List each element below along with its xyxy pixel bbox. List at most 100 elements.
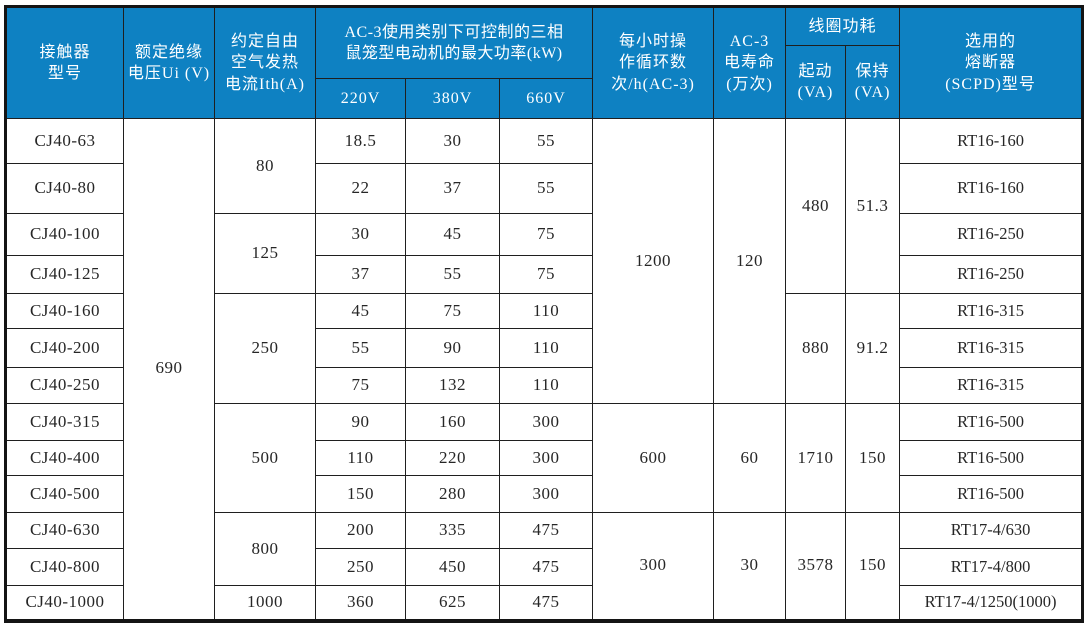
cell-thermal-current: 250 — [214, 293, 316, 404]
cell-model: CJ40-1000 — [5, 585, 124, 621]
cell-power-380: 75 — [405, 293, 500, 329]
cell-thermal-current: 125 — [214, 213, 316, 294]
cell-power-660: 475 — [498, 585, 594, 621]
cell-thermal-current: 80 — [214, 118, 316, 214]
cell-power-220: 55 — [315, 328, 406, 368]
cell-power-660: 110 — [498, 367, 594, 404]
cell-model: CJ40-630 — [5, 512, 124, 549]
cell-power-220: 110 — [315, 440, 406, 476]
table-header: 接触器 型号 额定绝缘 电压Ui (V) 约定自由 空气发热 电流Ith(A) … — [5, 6, 1084, 119]
cell-power-660: 300 — [498, 403, 594, 441]
header-rated-voltage: 额定绝缘 电压Ui (V) — [123, 6, 215, 119]
table-row: CJ40-200 55 90 110 RT16-315 — [5, 328, 1084, 368]
cell-coil-start: 480 — [785, 118, 847, 294]
cell-fuse: RT16-500 — [899, 475, 1084, 513]
cell-model: CJ40-100 — [5, 213, 124, 256]
cell-fuse: RT16-500 — [899, 403, 1084, 441]
header-row-3: 220V 380V 660V — [6, 78, 1083, 119]
cell-coil-hold: 91.2 — [845, 293, 901, 404]
cell-model: CJ40-63 — [5, 118, 124, 164]
cell-life: 30 — [713, 512, 787, 621]
cell-power-220: 22 — [315, 163, 406, 214]
cell-power-380: 132 — [405, 367, 500, 404]
header-row-2: 起动 (VA) 保持 (VA) — [6, 45, 1083, 119]
cell-power-380: 450 — [405, 548, 500, 586]
cell-thermal-current: 1000 — [214, 585, 316, 621]
header-220v: 220V — [315, 78, 406, 119]
cell-model: CJ40-200 — [5, 328, 124, 368]
cell-life: 60 — [713, 403, 787, 513]
cell-power-380: 30 — [405, 118, 500, 164]
cell-model: CJ40-80 — [5, 163, 124, 214]
cell-cycles: 1200 — [592, 118, 715, 404]
cell-fuse: RT17-4/1250(1000) — [899, 585, 1084, 621]
cell-power-220: 45 — [315, 293, 406, 329]
cell-fuse: RT16-250 — [899, 255, 1084, 294]
cell-power-660: 475 — [498, 512, 594, 549]
cell-cycles: 300 — [592, 512, 715, 621]
cell-fuse: RT16-160 — [899, 163, 1084, 214]
cell-coil-hold: 51.3 — [845, 118, 901, 294]
cell-power-380: 335 — [405, 512, 500, 549]
cell-power-220: 90 — [315, 403, 406, 441]
cell-thermal-current: 500 — [214, 403, 316, 513]
cell-power-660: 475 — [498, 548, 594, 586]
cell-fuse: RT16-250 — [899, 213, 1084, 256]
header-electrical-life: AC-3 电寿命 (万次) — [713, 6, 787, 119]
cell-power-220: 360 — [315, 585, 406, 621]
cell-power-220: 37 — [315, 255, 406, 294]
cell-fuse: RT16-160 — [899, 118, 1084, 164]
cell-power-380: 45 — [405, 213, 500, 256]
cell-model: CJ40-315 — [5, 403, 124, 441]
cell-power-660: 55 — [498, 118, 594, 164]
cell-power-220: 250 — [315, 548, 406, 586]
cell-power-660: 110 — [498, 293, 594, 329]
cell-power-660: 55 — [498, 163, 594, 214]
cell-fuse: RT16-315 — [899, 293, 1084, 329]
cell-model: CJ40-125 — [5, 255, 124, 294]
table-row: CJ40-1000 1000 360 625 475 RT17-4/1250(1… — [5, 585, 1084, 621]
cell-fuse: RT17-4/800 — [899, 548, 1084, 586]
cell-power-660: 110 — [498, 328, 594, 368]
table-row: CJ40-125 37 55 75 RT16-250 — [5, 255, 1084, 294]
cell-model: CJ40-250 — [5, 367, 124, 404]
cell-coil-hold: 150 — [845, 403, 901, 513]
cell-power-660: 75 — [498, 255, 594, 294]
cell-fuse: RT16-315 — [899, 328, 1084, 368]
cell-model: CJ40-800 — [5, 548, 124, 586]
table-row: CJ40-80 22 37 55 RT16-160 — [5, 163, 1084, 214]
cell-power-380: 160 — [405, 403, 500, 441]
table-row: CJ40-160 250 45 75 110 880 91.2 RT16-315 — [5, 293, 1084, 404]
cell-power-380: 625 — [405, 585, 500, 621]
cell-coil-start: 1710 — [785, 403, 847, 513]
cell-fuse: RT17-4/630 — [899, 512, 1084, 549]
cell-model: CJ40-160 — [5, 293, 124, 329]
header-coil-hold: 保持 (VA) — [845, 45, 901, 119]
header-coil-start: 起动 (VA) — [785, 45, 847, 119]
table-row: CJ40-500 150 280 300 RT16-500 — [5, 475, 1084, 513]
header-ac3-power-group: AC-3使用类别下可控制的三相 鼠笼型电动机的最大功率(kW) — [314, 6, 594, 79]
cell-cycles: 600 — [592, 403, 715, 513]
cell-power-380: 55 — [405, 255, 500, 294]
cell-power-380: 37 — [405, 163, 500, 214]
cell-power-380: 90 — [405, 328, 500, 368]
cell-life: 120 — [713, 118, 787, 404]
cell-model: CJ40-400 — [5, 440, 124, 476]
header-coil-power-group: 线圈功耗 — [785, 6, 901, 46]
cell-power-380: 220 — [405, 440, 500, 476]
contactor-spec-table: 接触器 型号 额定绝缘 电压Ui (V) 约定自由 空气发热 电流Ith(A) … — [4, 5, 1085, 623]
header-fuse-type: 选用的 熔断器 (SCPD)型号 — [899, 6, 1084, 119]
cell-power-220: 75 — [315, 367, 406, 404]
cell-fuse: RT16-315 — [899, 367, 1084, 404]
cell-power-660: 300 — [498, 440, 594, 476]
table-row: CJ40-63 690 80 18.5 30 55 1200 120 480 5… — [5, 118, 1084, 621]
table-body: CJ40-63 690 80 18.5 30 55 1200 120 480 5… — [5, 118, 1084, 621]
cell-power-380: 280 — [405, 475, 500, 513]
cell-power-220: 150 — [315, 475, 406, 513]
cell-coil-hold: 150 — [845, 512, 901, 621]
cell-power-660: 300 — [498, 475, 594, 513]
cell-power-220: 18.5 — [315, 118, 406, 164]
header-row-1: 接触器 型号 额定绝缘 电压Ui (V) 约定自由 空气发热 电流Ith(A) … — [5, 6, 1084, 119]
cell-power-220: 30 — [315, 213, 406, 256]
